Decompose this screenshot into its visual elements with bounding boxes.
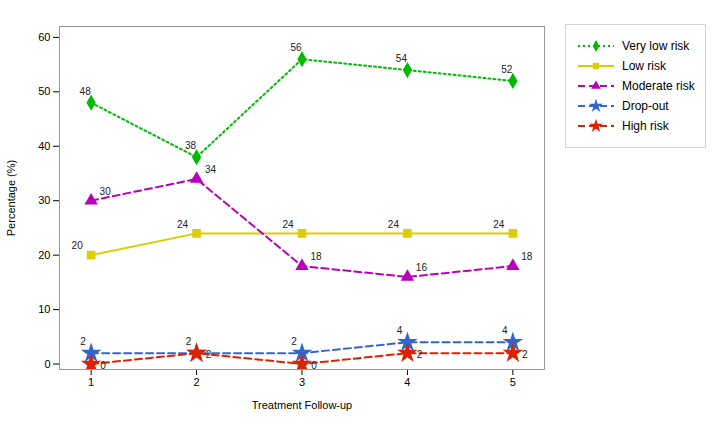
svg-text:18: 18	[310, 251, 322, 262]
html-text:Low risk: Low risk	[622, 59, 666, 73]
svg-text:24: 24	[177, 219, 189, 230]
svg-text:3: 3	[299, 376, 305, 388]
svg-text:52: 52	[501, 64, 513, 75]
svg-text:30: 30	[100, 186, 112, 197]
svg-text:0: 0	[311, 360, 317, 371]
svg-text:30: 30	[38, 194, 50, 206]
svg-text:40: 40	[38, 140, 50, 152]
svg-text:60: 60	[38, 31, 50, 43]
svg-text:2: 2	[206, 349, 212, 360]
svg-text:38: 38	[185, 140, 197, 151]
svg-text:4: 4	[404, 376, 410, 388]
svg-text:5: 5	[510, 376, 516, 388]
svg-text:56: 56	[290, 42, 302, 53]
svg-text:4: 4	[502, 325, 508, 336]
svg-text:24: 24	[282, 219, 294, 230]
html-text:Very low risk: Very low risk	[622, 39, 690, 53]
svg-text:2: 2	[194, 376, 200, 388]
svg-text:48: 48	[80, 86, 92, 97]
svg-text:4: 4	[397, 325, 403, 336]
svg-text:2: 2	[291, 336, 297, 347]
svg-text:0: 0	[44, 358, 50, 370]
html-text:Drop-out: Drop-out	[622, 99, 669, 113]
svg-text:10: 10	[38, 303, 50, 315]
svg-text:Treatment Follow-up: Treatment Follow-up	[252, 399, 352, 411]
svg-text:2: 2	[80, 336, 86, 347]
svg-text:20: 20	[72, 240, 84, 251]
svg-text:2: 2	[522, 349, 528, 360]
svg-text:1: 1	[88, 376, 94, 388]
svg-text:50: 50	[38, 85, 50, 97]
svg-text:2: 2	[186, 336, 192, 347]
svg-text:18: 18	[521, 251, 533, 262]
svg-text:2: 2	[417, 349, 423, 360]
html-text:High risk: High risk	[622, 119, 669, 133]
svg-text:Percentage (%): Percentage (%)	[5, 160, 17, 236]
html-text:Moderate risk: Moderate risk	[622, 79, 695, 93]
svg-text:34: 34	[205, 164, 217, 175]
svg-text:0: 0	[100, 360, 106, 371]
svg-text:20: 20	[38, 249, 50, 261]
svg-text:16: 16	[416, 262, 428, 273]
svg-text:24: 24	[493, 219, 505, 230]
svg-text:24: 24	[388, 219, 400, 230]
svg-text:54: 54	[396, 53, 408, 64]
